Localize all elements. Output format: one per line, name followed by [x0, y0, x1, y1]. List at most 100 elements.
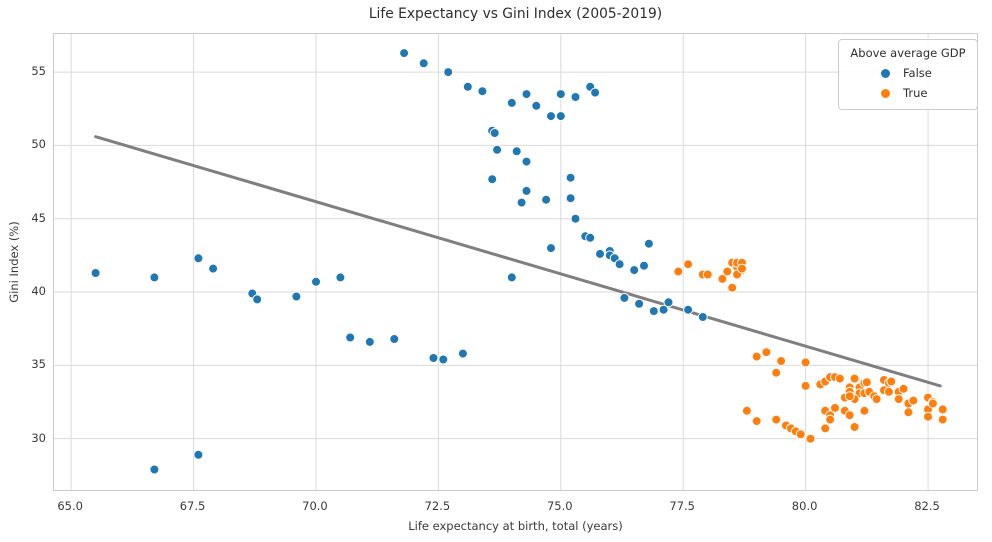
plot-area: Above average GDP False True	[53, 33, 978, 491]
legend-marker-icon	[880, 87, 891, 99]
data-point	[643, 238, 654, 249]
data-point	[487, 174, 498, 185]
data-point	[389, 334, 400, 344]
data-point	[443, 67, 454, 78]
data-point	[595, 248, 605, 259]
data-point	[923, 411, 933, 422]
x-tick-label: 75.0	[546, 499, 573, 513]
data-point	[771, 367, 782, 378]
data-point	[585, 232, 596, 243]
data-point	[252, 294, 263, 305]
x-tick-label: 70.0	[302, 499, 328, 513]
data-point	[555, 111, 566, 122]
data-point	[311, 276, 321, 287]
data-point	[477, 86, 488, 97]
y-tick-label: 35	[31, 357, 46, 372]
data-point	[727, 282, 738, 293]
data-point	[834, 373, 845, 384]
data-point	[741, 405, 752, 416]
y-tick-label: 30	[31, 430, 46, 445]
x-tick-label: 80.0	[791, 499, 818, 513]
data-point	[871, 394, 882, 405]
y-tick-label: 45	[31, 210, 46, 225]
legend-marker-icon	[880, 67, 891, 79]
data-point	[697, 312, 708, 322]
legend: Above average GDP False True	[838, 39, 978, 110]
legend-entry-label: False	[903, 66, 932, 80]
data-point	[844, 391, 855, 402]
trend-line	[94, 135, 942, 388]
y-tick-label: 55	[31, 64, 46, 79]
data-point	[648, 306, 659, 317]
y-axis-label: Gini Index (%)	[7, 221, 21, 303]
data-point	[565, 172, 576, 183]
data-point	[193, 449, 204, 460]
data-point	[418, 58, 429, 69]
data-point	[462, 81, 473, 92]
data-point	[800, 380, 811, 391]
data-point	[634, 298, 645, 309]
data-point	[761, 347, 772, 358]
data-point	[428, 353, 439, 363]
data-point	[805, 433, 816, 444]
data-point	[516, 197, 527, 208]
gridlines	[54, 34, 977, 490]
data-point	[629, 265, 640, 276]
data-point	[849, 373, 860, 384]
data-point	[830, 402, 840, 413]
data-point	[859, 405, 870, 416]
data-point	[208, 263, 219, 274]
data-point	[937, 404, 948, 415]
legend-entries: False True	[839, 63, 977, 103]
data-point	[492, 144, 503, 155]
data-point	[886, 376, 897, 387]
data-point	[399, 48, 410, 59]
data-point	[737, 263, 747, 274]
y-tick-label: 40	[31, 284, 46, 299]
x-tick-label: 65.0	[57, 499, 83, 513]
data-point	[570, 92, 581, 102]
x-tick-label: 77.5	[669, 499, 696, 513]
chart-title: Life Expectancy vs Gini Index (2005-2019…	[368, 6, 663, 22]
data-point	[335, 272, 346, 283]
data-point	[683, 304, 694, 315]
data-point	[521, 156, 532, 167]
data-point	[800, 357, 811, 368]
data-point	[898, 383, 909, 394]
legend-title: Above average GDP	[850, 46, 966, 60]
data-point	[521, 185, 532, 196]
data-point	[825, 414, 836, 425]
data-point	[663, 297, 674, 308]
data-point	[565, 193, 576, 204]
data-point	[90, 268, 101, 278]
data-point	[541, 194, 552, 205]
x-tick-label: 72.5	[424, 499, 451, 513]
data-point	[883, 386, 894, 397]
data-point	[771, 414, 782, 425]
data-point	[521, 89, 532, 100]
data-point	[511, 146, 522, 157]
data-point	[908, 395, 919, 406]
data-point	[546, 111, 556, 122]
data-point	[149, 464, 160, 475]
y-tick-label: 50	[31, 137, 46, 152]
data-point	[345, 332, 356, 343]
data-point	[849, 422, 860, 432]
data-point	[639, 260, 649, 271]
data-point	[619, 292, 630, 303]
x-tick-label: 82.5	[914, 499, 940, 513]
data-point	[702, 269, 713, 280]
data-point	[614, 259, 625, 270]
data-point	[658, 304, 669, 315]
data-point	[903, 407, 914, 418]
legend-entry-false: False	[839, 63, 977, 83]
data-point	[844, 410, 855, 421]
data-point	[506, 272, 517, 283]
data-point	[795, 429, 806, 440]
series-false	[90, 48, 708, 475]
data-point	[438, 354, 449, 365]
legend-entry-true: True	[839, 83, 977, 103]
data-point	[683, 259, 694, 270]
data-point	[546, 243, 556, 254]
